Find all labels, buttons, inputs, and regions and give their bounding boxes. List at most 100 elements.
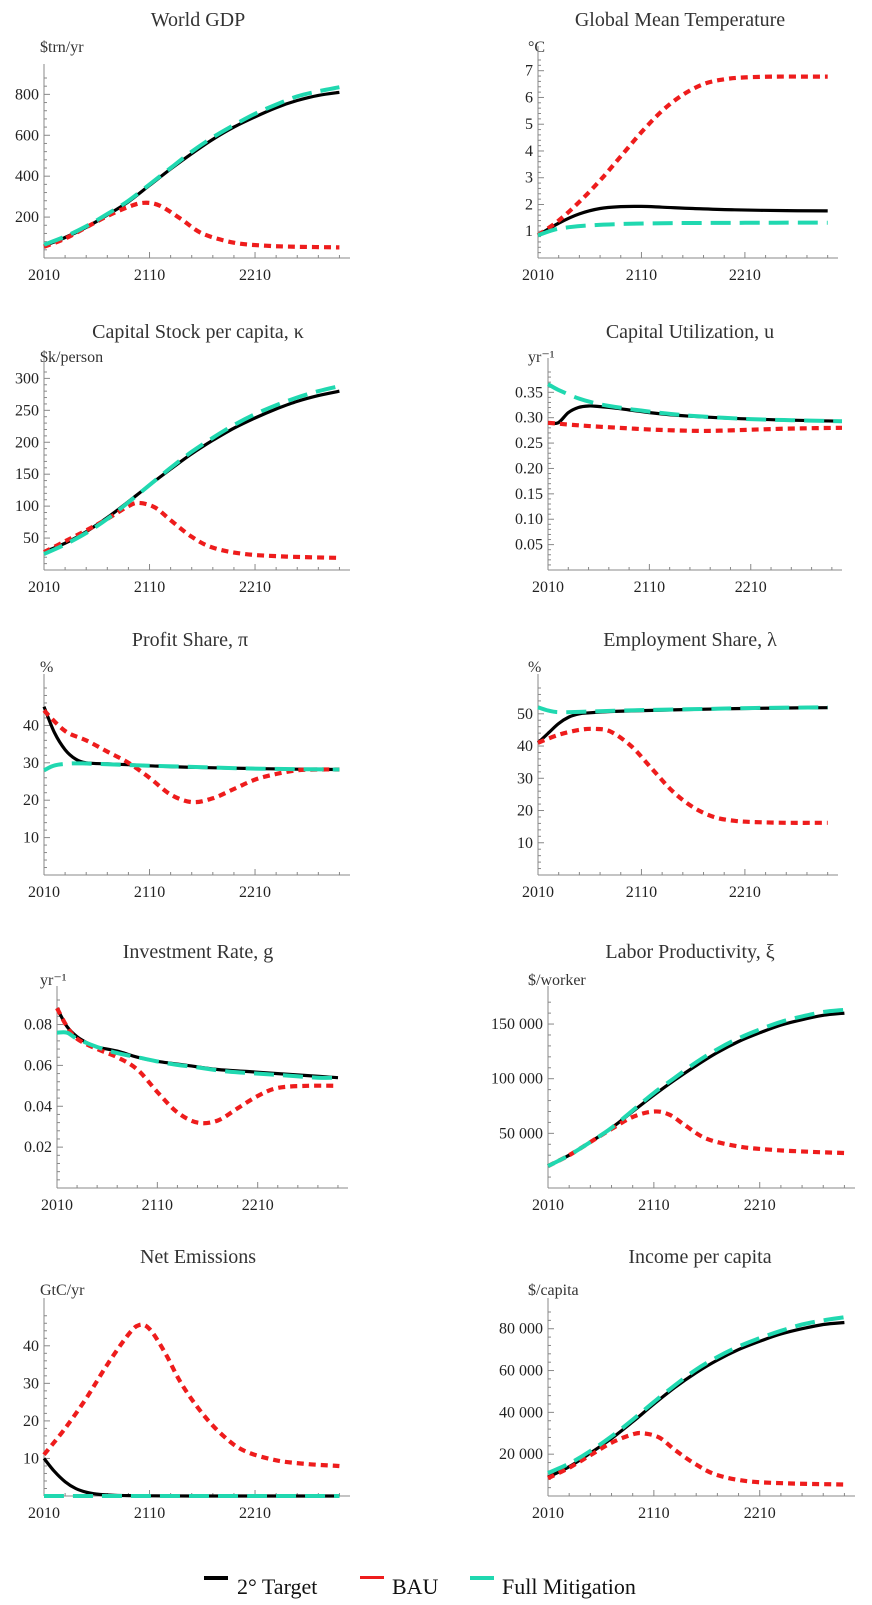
chart-panel: Employment Share, λ% 2010 2110 2210 10 20 30 40… [517,629,838,901]
y-tick-label: 2 [525,196,533,213]
y-tick-label: 30 [23,755,39,772]
y-tick-label: 200 [15,434,39,451]
y-tick-label: 0.05 [515,537,543,554]
y-tick-label: 20 [23,792,39,809]
chart-title: Profit Share, π [132,629,248,651]
y-tick-label: 150 [15,466,39,483]
y-tick-label: 0.10 [515,511,543,528]
x-tick-label: 2010 [522,884,554,901]
x-tick-label: 2110 [638,1197,669,1214]
y-tick-label: 0.02 [24,1139,52,1156]
x-tick-label: 2110 [634,579,665,596]
series-line-bau [43,500,340,560]
y-tick-label: 20 [517,803,533,820]
x-tick-label: 2210 [744,1197,776,1214]
y-axis-unit: % [528,659,541,676]
legend-swatch-full [470,1576,494,1580]
y-axis-unit: yr⁻¹ [40,972,67,989]
series-line-full [43,384,340,556]
chart-title: Labor Productivity, ξ [605,941,774,963]
series-line-target [42,1457,340,1498]
y-tick-label: 800 [15,86,39,103]
x-tick-label: 2210 [242,1197,274,1214]
y-tick-label: 0.06 [24,1057,52,1074]
y-tick-label: 6 [525,89,533,106]
x-tick-label: 2110 [134,579,165,596]
x-tick-label: 2210 [735,579,767,596]
y-tick-label: 0.35 [515,384,543,401]
chart-panel: World GDP $trn/yr 2010 2110 2210 200 400 600 800 [15,9,350,284]
chart-panel: Investment Rate, g yr⁻¹ 2010 2110 2210 0.02 0.… [24,941,348,1214]
series-line-bau [537,726,828,825]
y-tick-label: 7 [525,63,533,80]
x-tick-label: 2110 [142,1197,173,1214]
chart-title: Capital Utilization, u [606,321,774,343]
y-tick-label: 250 [15,402,39,419]
series-line-bau [547,420,843,434]
x-tick-label: 2110 [626,884,657,901]
series-line-full [43,761,340,773]
y-tick-label: 100 000 [491,1071,543,1088]
chart-panel: Income per capita $/capita 2010 2110 2210 20 … [499,1246,855,1522]
y-tick-label: 30 [23,1375,39,1392]
x-tick-label: 2010 [28,884,60,901]
y-tick-label: 40 [23,1338,39,1355]
y-tick-label: 0.25 [515,435,543,452]
y-tick-label: 10 [517,835,533,852]
chart-panel: Profit Share, π% 2010 2110 2210 10 20 30 40 [23,629,350,901]
series-line-target [547,1320,845,1479]
y-tick-label: 80 000 [499,1321,543,1338]
y-tick-label: 150 000 [491,1016,543,1033]
chart-title: Global Mean Temperature [575,9,785,31]
legend-swatch-bau [360,1576,384,1579]
legend-swatch-target [204,1576,228,1580]
y-tick-label: 40 [23,717,39,734]
chart-title: Employment Share, λ [603,629,777,651]
series-line-bau [43,200,340,250]
series-line-bau [547,1109,845,1168]
y-tick-label: 3 [525,170,533,187]
x-tick-label: 2010 [41,1197,73,1214]
series-line-full [547,1315,845,1475]
y-tick-label: 50 [23,530,39,547]
y-tick-label: 400 [15,168,39,185]
x-tick-label: 2010 [532,1505,564,1522]
chart-title: Income per capita [628,1246,771,1268]
x-tick-label: 2010 [28,267,60,284]
y-axis-unit: $k/person [40,349,103,366]
series-line-target [43,90,340,248]
y-tick-label: 10 [23,830,39,847]
x-tick-label: 2010 [532,1197,564,1214]
y-tick-label: 10 [23,1450,39,1467]
y-tick-label: 20 [23,1413,39,1430]
x-tick-label: 2010 [28,1505,60,1522]
x-tick-label: 2010 [532,579,564,596]
chart-title: World GDP [151,9,246,31]
y-axis-unit: °C [528,39,545,56]
x-tick-label: 2210 [239,579,271,596]
series-line-target [42,706,340,772]
series-line-bau [55,1007,339,1126]
y-tick-label: 50 [517,706,533,723]
y-tick-label: 60 000 [499,1363,543,1380]
y-tick-label: 0.15 [515,486,543,503]
y-axis-unit: GtC/yr [40,1282,85,1299]
series-line-bau [42,708,340,805]
y-axis-unit: $/worker [528,972,586,989]
x-tick-label: 2210 [729,884,761,901]
y-tick-label: 100 [15,498,39,515]
x-tick-label: 2210 [239,1505,271,1522]
y-tick-label: 600 [15,127,39,144]
x-tick-label: 2110 [134,884,165,901]
y-tick-label: 0.20 [515,460,543,477]
x-tick-label: 2110 [134,267,165,284]
series-line-target [537,204,828,237]
y-axis-unit: $trn/yr [40,39,84,56]
series-line-full [537,220,828,238]
legend-label-bau: BAU [392,1574,439,1599]
y-tick-label: 20 000 [499,1446,543,1463]
y-tick-label: 0.04 [24,1098,52,1115]
series-line-target [547,1011,845,1168]
chart-panel: Capital Utilization, u yr⁻¹ 2010 2110 2210 0.… [515,321,843,596]
y-axis-unit: yr⁻¹ [528,349,555,366]
